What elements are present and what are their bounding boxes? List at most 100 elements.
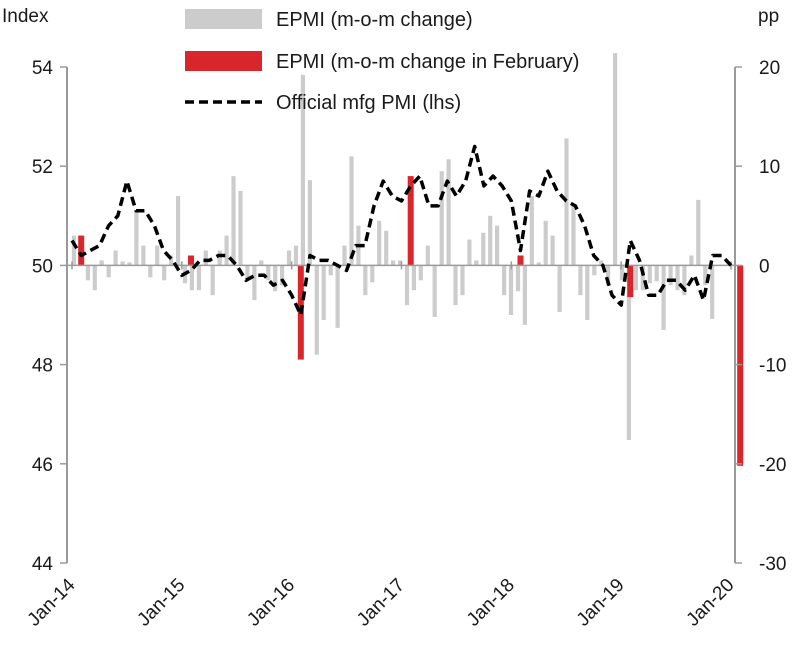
epmi-bar	[488, 215, 493, 266]
right-tick-label: 0	[759, 256, 770, 277]
epmi-bar	[550, 235, 555, 266]
epmi-bar	[411, 265, 416, 291]
line-layer	[70, 144, 733, 317]
epmi-bar	[120, 261, 125, 266]
legend-label: Official mfg PMI (lhs)	[276, 92, 461, 114]
epmi-bar	[321, 265, 326, 320]
epmi-bar	[349, 156, 354, 266]
epmi-bar	[515, 265, 521, 292]
epmi-bar	[661, 265, 666, 330]
epmi-bar	[99, 260, 104, 266]
epmi-bar	[585, 265, 590, 320]
right-axis-label: pp	[758, 6, 779, 27]
epmi-bar	[176, 196, 181, 266]
epmi-bar	[522, 265, 527, 325]
epmi-bar	[314, 265, 319, 355]
epmi-bar	[307, 180, 312, 266]
epmi-bar	[85, 265, 90, 281]
legend: EPMI (m-o-m change) EPMI (m-o-m change in…	[185, 9, 579, 114]
legend-swatch-epmi	[185, 9, 262, 29]
legend-swatch-epmi-february	[185, 51, 262, 71]
epmi-bar	[689, 255, 694, 266]
epmi-bar	[404, 265, 410, 306]
epmi-bar	[557, 265, 562, 312]
epmi-bar	[113, 250, 118, 266]
epmi-bar	[293, 245, 299, 266]
epmi-bar	[224, 235, 229, 266]
epmi-bar	[286, 250, 292, 266]
epmi-february-bar	[737, 265, 744, 466]
official-pmi-line	[70, 144, 733, 317]
epmi-bar	[384, 230, 389, 266]
epmi-february-bar	[188, 255, 194, 266]
left-tick-label: 48	[32, 356, 53, 377]
left-axis-label: Index	[2, 6, 49, 27]
epmi-bar	[453, 265, 458, 306]
x-tick-label: Jan-19	[573, 575, 629, 631]
epmi-bar	[640, 265, 645, 291]
epmi-bar	[391, 260, 396, 266]
epmi-bar	[328, 265, 333, 276]
left-tick-label: 44	[32, 554, 54, 575]
epmi-bar	[106, 265, 111, 278]
epmi-bar	[273, 265, 278, 292]
left-tick-label: 54	[32, 58, 54, 79]
epmi-bar	[536, 262, 541, 266]
epmi-february-bar	[627, 265, 634, 298]
epmi-bar	[439, 171, 444, 266]
epmi-bar	[418, 265, 423, 281]
epmi-bar	[502, 265, 507, 296]
epmi-february-bar	[78, 235, 85, 266]
legend-label: EPMI (m-o-m change)	[276, 9, 473, 31]
epmi-bar	[335, 265, 340, 328]
epmi-bar	[252, 265, 257, 301]
epmi-bar	[238, 191, 243, 266]
epmi-bar	[696, 199, 701, 266]
epmi-bar	[397, 260, 403, 266]
epmi-bar	[155, 245, 160, 266]
epmi-bar	[460, 265, 465, 296]
axes-layer	[60, 66, 742, 564]
epmi-bar	[467, 239, 472, 266]
epmi-bar	[578, 265, 583, 296]
epmi-bar	[162, 265, 167, 281]
epmi-bar	[613, 53, 618, 266]
epmi-bar	[169, 255, 174, 266]
legend-label: EPMI (m-o-m change in February)	[276, 51, 579, 73]
epmi-bar	[231, 176, 236, 266]
epmi-bar	[377, 220, 382, 266]
epmi-bar	[571, 205, 576, 266]
epmi-bar	[342, 245, 347, 266]
right-tick-label: -30	[759, 554, 786, 575]
epmi-bar	[474, 260, 479, 266]
epmi-bar	[203, 250, 208, 266]
left-tick-label: 50	[32, 256, 53, 277]
epmi-bar	[481, 232, 486, 266]
epmi-bar	[682, 265, 687, 296]
epmi-bar	[425, 245, 430, 266]
epmi-bar	[633, 265, 638, 291]
x-tick-label: Jan-15	[133, 575, 189, 631]
epmi-bar	[300, 74, 305, 266]
epmi-bar	[71, 235, 77, 266]
epmi-february-bar	[517, 255, 524, 266]
right-tick-label: -10	[759, 356, 786, 377]
epmi-bar	[592, 265, 597, 276]
epmi-bar	[134, 209, 139, 266]
epmi-bar	[446, 159, 451, 266]
x-tick-label: Jan-20	[683, 575, 739, 631]
right-tick-label: 10	[759, 157, 780, 178]
epmi-bar	[280, 265, 285, 286]
epmi-bar	[245, 265, 250, 281]
epmi-bar	[647, 265, 652, 284]
epmi-bar	[210, 265, 215, 296]
epmi-bar	[508, 265, 514, 315]
x-tick-label: Jan-17	[353, 575, 409, 631]
right-tick-label: -20	[759, 455, 786, 476]
epmi-bar	[127, 262, 132, 266]
epmi-bar	[529, 196, 534, 266]
epmi-bar	[654, 265, 659, 282]
epmi-bar	[606, 265, 611, 286]
epmi-bar	[266, 265, 271, 281]
epmi-bar	[626, 265, 631, 440]
